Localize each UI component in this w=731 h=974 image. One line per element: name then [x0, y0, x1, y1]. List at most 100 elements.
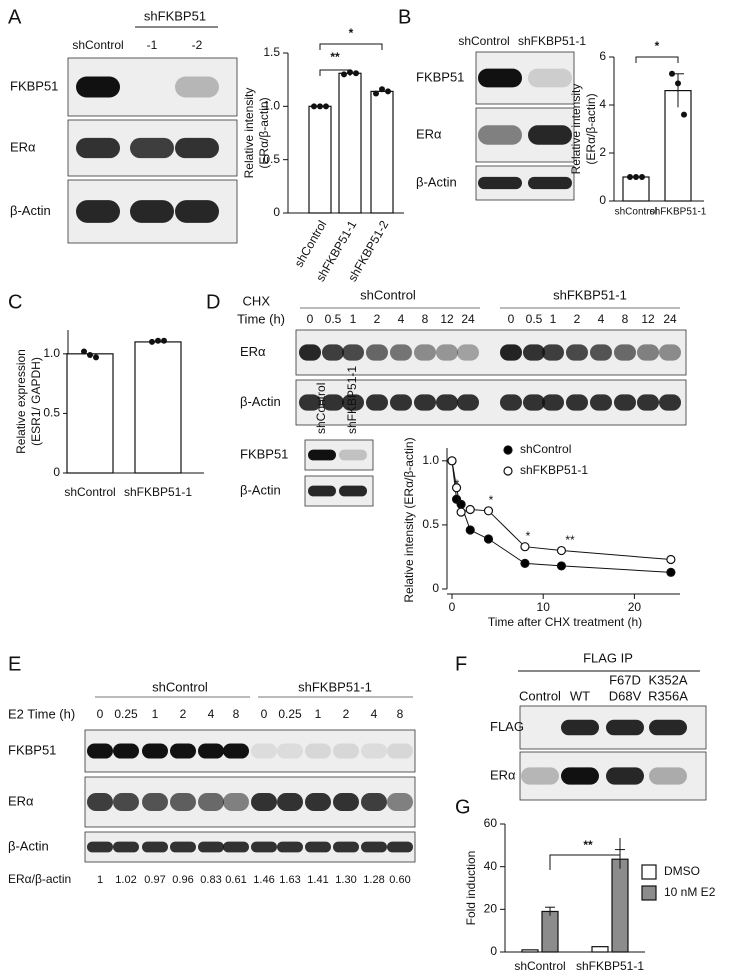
blot-band [637, 344, 659, 361]
blot-band [223, 841, 249, 853]
x-tick-label: 10 [537, 600, 551, 614]
blot-band [606, 767, 644, 785]
blot-band [366, 344, 388, 361]
row-label: FKBP51 [10, 78, 58, 93]
blot-band [339, 485, 367, 497]
blot-band [251, 743, 277, 759]
row-label: β-Actin [8, 838, 49, 853]
blot-band [528, 125, 572, 145]
y-tick-label: 20 [484, 902, 498, 916]
lane-label: shControl [314, 383, 328, 434]
blot-band [342, 394, 364, 411]
lane-label: 4 [371, 707, 378, 721]
lane-label: WT [570, 688, 590, 703]
y-tick-label: 0 [273, 205, 280, 219]
row-label: FKBP51 [416, 69, 464, 84]
blot-band [277, 743, 303, 759]
data-point [465, 504, 475, 515]
lane-label: D68V [609, 688, 642, 703]
y-axis-label: (ERα/β-actin) [584, 93, 598, 164]
blot-band [277, 841, 303, 853]
panel-label: B [398, 6, 411, 28]
blot-band [87, 841, 113, 853]
blot-band [76, 76, 120, 98]
blot-band [333, 743, 359, 759]
lane-label: 4 [398, 312, 405, 326]
significance-label: * [655, 39, 660, 53]
blot-band [590, 394, 612, 411]
row-label: β-Actin [10, 203, 51, 218]
blot-band [175, 200, 219, 223]
bar [521, 949, 539, 953]
bar [66, 353, 114, 474]
y-tick-label: 1.0 [43, 346, 60, 360]
row-label: β-Actin [416, 174, 457, 189]
blot-band [561, 767, 599, 785]
blot-band [436, 394, 458, 411]
bar [664, 89, 692, 202]
lane-label: 2 [180, 707, 187, 721]
blot-band [170, 743, 196, 759]
blot-band [299, 344, 321, 361]
bar [338, 72, 362, 214]
data-point [633, 174, 639, 180]
blot-band [523, 394, 545, 411]
row-label: FKBP51 [8, 742, 56, 757]
blot-panel [84, 776, 416, 828]
blot-band [500, 394, 522, 411]
blot-band [113, 793, 139, 811]
lane-label: 0 [307, 312, 314, 326]
blot-band [308, 485, 336, 497]
data-point [520, 542, 530, 552]
blot-band [528, 68, 572, 88]
legend-swatch [641, 885, 657, 901]
blot-band [170, 841, 196, 853]
ratio-value: 1.63 [279, 874, 300, 886]
bar [541, 910, 559, 953]
blot-band [198, 743, 224, 759]
blot-band [649, 767, 687, 785]
y-tick-label: 0.5 [263, 152, 280, 166]
row-label: ERα [240, 344, 266, 359]
lane-label: Control [519, 688, 561, 703]
significance-label: ** [330, 50, 340, 64]
x-tick-label: shControl [514, 959, 565, 973]
blot-band [223, 743, 249, 759]
blot-band [387, 841, 413, 853]
blot-band [523, 344, 545, 361]
legend-label: 10 nM E2 [664, 885, 716, 899]
bar [622, 176, 650, 202]
data-point [353, 70, 359, 77]
blot-band [299, 394, 321, 411]
x-tick-label: shFKBP51-1 [124, 485, 192, 499]
lane-label: 0.25 [114, 707, 138, 721]
panel-label: E [8, 653, 21, 675]
blot-band [130, 137, 174, 159]
significance-bracket [549, 838, 621, 870]
significance-label: * [349, 26, 354, 40]
blot-band [198, 793, 224, 811]
blot-band [521, 767, 559, 785]
blot-band [659, 344, 681, 361]
blot-band [659, 394, 681, 411]
lane-label: 1 [550, 312, 557, 326]
blot-band [478, 125, 522, 145]
y-tick-label: 6 [599, 49, 606, 63]
blot-band [528, 176, 572, 190]
lane-label: 1 [152, 707, 159, 721]
y-tick-label: 60 [484, 816, 498, 830]
blot-band [339, 449, 367, 461]
blot-band [414, 344, 436, 361]
y-tick-label: 0.5 [43, 406, 60, 420]
bar [370, 90, 394, 214]
data-point [311, 103, 317, 110]
ratio-value: 0.61 [225, 874, 246, 886]
blot-band [251, 841, 277, 853]
data-point [520, 558, 530, 568]
lane-label: shControl [458, 34, 509, 48]
y-tick-label: 40 [484, 859, 498, 873]
data-point [379, 86, 385, 93]
lane-label: 12 [440, 312, 454, 326]
significance-bracket [319, 43, 383, 50]
